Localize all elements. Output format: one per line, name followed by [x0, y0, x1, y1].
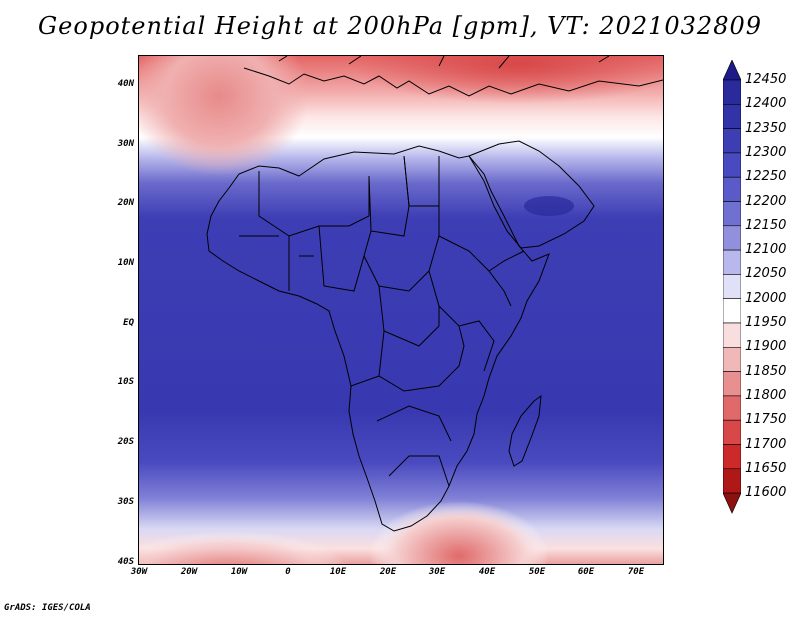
colorbar-level-label: 11750: [745, 412, 787, 428]
lon-label: 30E: [428, 567, 446, 577]
lon-label: 0: [285, 567, 291, 577]
lat-label: 40N: [117, 79, 134, 89]
lat-label: 30S: [117, 497, 134, 507]
lat-label: 40S: [117, 557, 134, 567]
colorbar-swatch: [722, 346, 742, 372]
colorbar-level-label: 12000: [745, 290, 787, 306]
colorbar-level-label: 11800: [745, 387, 787, 403]
lon-label: 10W: [230, 567, 248, 577]
colorbar-swatch: [722, 128, 742, 154]
colorbar-swatch: [722, 468, 742, 494]
colorbar-swatch: [722, 103, 742, 129]
colorbar-level-label: 11700: [745, 436, 787, 452]
colorbar-bottom-triangle: [722, 492, 742, 514]
colorbar-level-label: 12300: [745, 144, 787, 160]
colorbar-level-label: 12050: [745, 266, 787, 282]
colorbar-swatch: [722, 225, 742, 251]
lon-label: 30W: [130, 567, 148, 577]
lat-label: 30N: [117, 139, 134, 149]
colorbar-swatch: [722, 322, 742, 348]
colorbar-swatch: [722, 419, 742, 445]
lon-label: 50E: [528, 567, 546, 577]
coastlines: [206, 56, 663, 532]
colorbar-level-label: 12350: [745, 120, 787, 136]
colorbar-swatch: [722, 249, 742, 275]
colorbar-level-label: 11600: [745, 485, 787, 501]
colorbar-level-label: 12200: [745, 193, 787, 209]
colorbar-level-label: 12100: [745, 242, 787, 258]
colorbar-swatch: [722, 152, 742, 178]
grads-credit: GrADS: IGES/COLA: [4, 603, 91, 613]
colorbar-level-label: 11900: [745, 339, 787, 355]
lon-label: 10E: [329, 567, 347, 577]
colorbar-swatch: [722, 444, 742, 470]
colorbar-swatch: [722, 79, 742, 105]
colorbar-level-label: 12250: [745, 169, 787, 185]
colorbar: [722, 59, 742, 560]
lon-label: 70E: [627, 567, 645, 577]
colorbar-level-label: 12450: [745, 72, 787, 87]
colorbar-svg: [722, 59, 742, 514]
colorbar-level-label: 12400: [745, 96, 787, 112]
lat-label: 10S: [117, 377, 134, 387]
colorbar-level-label: 11650: [745, 460, 787, 476]
lat-label: 20S: [117, 437, 134, 447]
height-field-svg: [139, 56, 663, 564]
lon-label: 20E: [379, 567, 397, 577]
map-plot-area: [138, 55, 664, 565]
lat-label: EQ: [123, 318, 134, 328]
colorbar-top-triangle: [722, 59, 742, 81]
colorbar-level-label: 11850: [745, 363, 787, 379]
colorbar-swatch: [722, 298, 742, 324]
map-title: Geopotential Height at 200hPa [gpm], VT:…: [38, 12, 762, 40]
colorbar-swatch: [722, 395, 742, 421]
colorbar-level-label: 11950: [745, 315, 787, 330]
lat-label: 10N: [117, 258, 134, 268]
lon-label: 40E: [478, 567, 496, 577]
colorbar-level-label: 12150: [745, 217, 787, 233]
colorbar-swatch: [722, 274, 742, 299]
colorbar-swatch: [722, 201, 742, 227]
colorbar-swatch: [722, 371, 742, 397]
lat-label: 20N: [117, 198, 134, 208]
colorbar-swatch: [722, 176, 742, 202]
lon-label: 60E: [577, 567, 595, 577]
lon-label: 20W: [180, 567, 198, 577]
